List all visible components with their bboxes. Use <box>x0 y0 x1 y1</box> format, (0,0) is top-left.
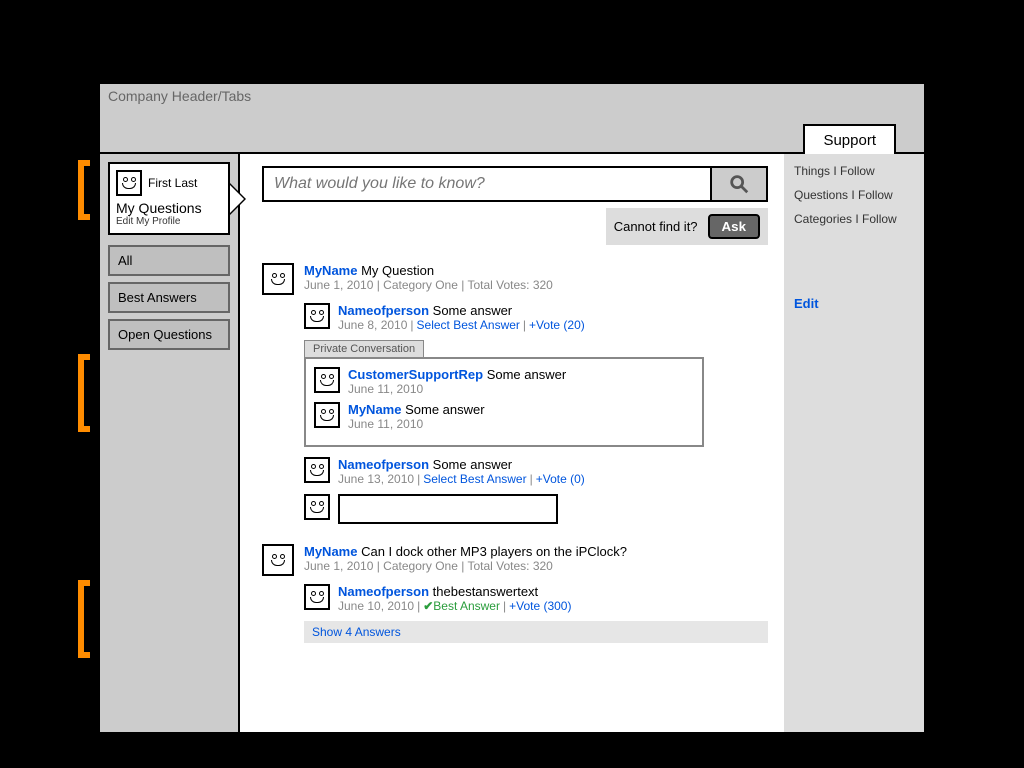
question-title: My Question <box>361 263 434 278</box>
question-author[interactable]: MyName <box>304 544 357 559</box>
avatar-icon <box>314 402 340 428</box>
show-more-answers[interactable]: Show 4 Answers <box>304 621 768 643</box>
answer-text: Some answer <box>433 457 512 472</box>
ask-button[interactable]: Ask <box>708 214 760 239</box>
avatar-icon <box>262 263 294 295</box>
avatar-icon <box>304 303 330 329</box>
profile-section: My Questions <box>116 200 222 216</box>
best-answer-label: Best Answer <box>433 599 500 613</box>
follow-questions[interactable]: Questions I Follow <box>794 188 914 202</box>
question-row: MyName Can I dock other MP3 players on t… <box>262 544 768 576</box>
question-meta: June 1, 2010 | Category One | Total Vote… <box>304 278 768 292</box>
tab-support[interactable]: Support <box>803 124 896 155</box>
answer-row: Nameofperson thebestanswertext June 10, … <box>304 584 768 613</box>
answer-date: June 13, 2010 <box>338 472 414 486</box>
search-input[interactable] <box>262 166 712 202</box>
answer-text: Some answer <box>433 303 512 318</box>
private-tab: Private Conversation <box>304 340 424 357</box>
answer-author[interactable]: Nameofperson <box>338 303 429 318</box>
priv-date: June 11, 2010 <box>348 417 485 431</box>
header-label: Company Header/Tabs <box>108 88 251 104</box>
select-best-link[interactable]: Select Best Answer <box>423 472 526 486</box>
question-title: Can I dock other MP3 players on the iPCl… <box>361 544 627 559</box>
private-conversation: Private Conversation CustomerSupportRep … <box>304 340 768 447</box>
edit-profile-link[interactable]: Edit My Profile <box>116 216 222 227</box>
company-header: Company Header/Tabs Support <box>98 82 926 154</box>
reply-input[interactable] <box>338 494 558 524</box>
filter-open-questions[interactable]: Open Questions <box>108 319 230 350</box>
question-author[interactable]: MyName <box>304 263 357 278</box>
sidebar: First Last My Questions Edit My Profile … <box>100 154 240 732</box>
answer-date: June 8, 2010 <box>338 318 407 332</box>
avatar-icon <box>304 457 330 483</box>
priv-author[interactable]: CustomerSupportRep <box>348 367 483 382</box>
avatar-icon <box>314 367 340 393</box>
select-best-link[interactable]: Select Best Answer <box>417 318 520 332</box>
content-area: Cannot find it? Ask MyName My Question J… <box>240 154 784 732</box>
bracket-q2 <box>78 580 90 658</box>
avatar-icon <box>262 544 294 576</box>
follow-things[interactable]: Things I Follow <box>794 164 914 178</box>
avatar-icon <box>116 170 142 196</box>
profile-block[interactable]: First Last My Questions Edit My Profile <box>108 162 230 235</box>
answer-row: Nameofperson Some answer June 13, 2010|S… <box>304 457 768 486</box>
priv-date: June 11, 2010 <box>348 382 566 396</box>
bracket-private <box>78 354 90 432</box>
filter-best-answers[interactable]: Best Answers <box>108 282 230 313</box>
answer-row: Nameofperson Some answer June 8, 2010|Se… <box>304 303 768 332</box>
avatar-icon <box>304 494 330 520</box>
avatar-icon <box>304 584 330 610</box>
edit-link[interactable]: Edit <box>794 296 914 311</box>
priv-text: Some answer <box>405 402 484 417</box>
right-column: Things I Follow Questions I Follow Categ… <box>784 154 924 732</box>
follow-categories[interactable]: Categories I Follow <box>794 212 914 226</box>
main-panel: First Last My Questions Edit My Profile … <box>98 154 926 734</box>
search-icon <box>728 173 750 195</box>
vote-link[interactable]: +Vote (0) <box>536 472 585 486</box>
profile-name: First Last <box>148 176 197 190</box>
answer-author[interactable]: Nameofperson <box>338 457 429 472</box>
priv-text: Some answer <box>487 367 566 382</box>
answer-date: June 10, 2010 <box>338 599 414 613</box>
question-meta: June 1, 2010 | Category One | Total Vote… <box>304 559 768 573</box>
filter-all[interactable]: All <box>108 245 230 276</box>
vote-link[interactable]: +Vote (300) <box>509 599 571 613</box>
ask-prompt: Cannot find it? <box>614 219 698 234</box>
check-icon: ✔ <box>423 599 433 613</box>
answer-text: thebestanswertext <box>433 584 539 599</box>
bracket-profile <box>78 160 90 220</box>
vote-link[interactable]: +Vote (20) <box>529 318 585 332</box>
question-row: MyName My Question June 1, 2010 | Catego… <box>262 263 768 295</box>
ask-box: Cannot find it? Ask <box>606 208 768 245</box>
priv-author[interactable]: MyName <box>348 402 401 417</box>
reply-box <box>304 494 768 524</box>
answer-author[interactable]: Nameofperson <box>338 584 429 599</box>
search-button[interactable] <box>712 166 768 202</box>
